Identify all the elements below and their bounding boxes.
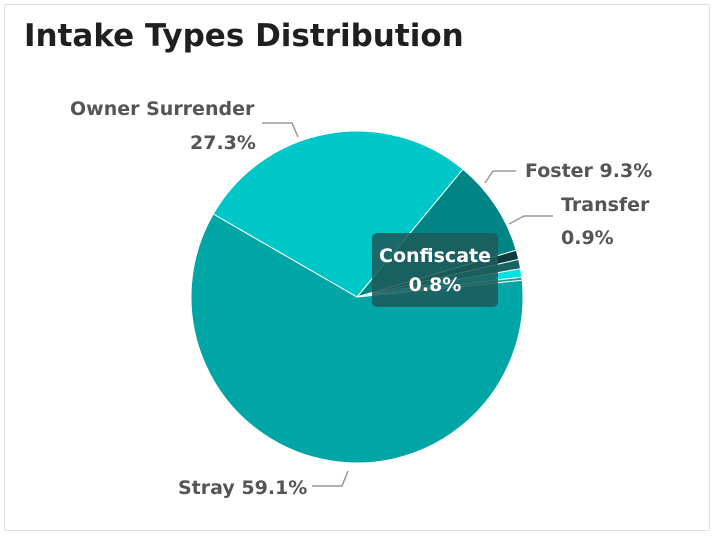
- slice-stray[interactable]: [190, 213, 524, 464]
- label-owner-surrender-name: Owner Surrender: [70, 98, 255, 120]
- label-transfer-name: Transfer: [561, 194, 650, 216]
- slice-owner-surrender[interactable]: [212, 130, 464, 298]
- chart-title: Intake Types Distribution: [24, 18, 464, 54]
- leader-line-foster: [484, 170, 516, 184]
- tooltip: Confiscate 0.8%: [372, 233, 498, 307]
- label-stray: Stray 59.1%: [178, 477, 307, 499]
- label-foster: Foster 9.3%: [525, 160, 652, 182]
- tooltip-box: [372, 233, 498, 307]
- leader-line-transfer: [508, 215, 553, 225]
- tooltip-name: Confiscate: [379, 245, 491, 267]
- tooltip-value: 0.8%: [409, 274, 462, 296]
- leader-line-stray: [312, 470, 349, 487]
- label-transfer-value: 0.9%: [561, 227, 614, 249]
- leader-line-owner-surrender: [262, 122, 299, 138]
- label-owner-surrender-value: 27.3%: [190, 132, 256, 154]
